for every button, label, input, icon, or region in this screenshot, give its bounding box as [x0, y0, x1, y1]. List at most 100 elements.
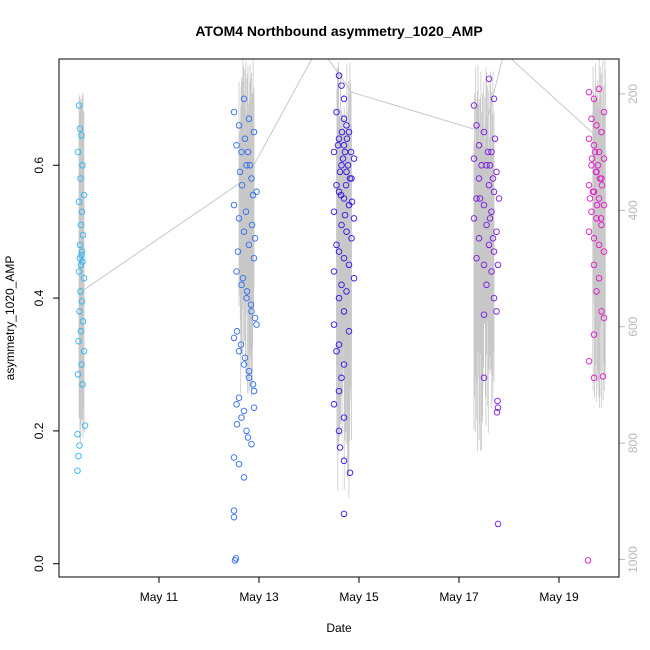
- data-point: [245, 241, 253, 249]
- data-point: [330, 321, 338, 328]
- data-point: [595, 85, 603, 93]
- data-point: [76, 241, 84, 249]
- data-point: [493, 409, 501, 416]
- data-point: [495, 195, 503, 202]
- chart-title: ATOM4 Northbound asymmetry_1020_AMP: [195, 23, 482, 39]
- data-point: [590, 95, 598, 103]
- data-point: [591, 148, 599, 156]
- data-point: [600, 108, 608, 116]
- data-point: [595, 148, 603, 156]
- data-point: [250, 254, 258, 262]
- data-point: [592, 168, 600, 176]
- data-point: [248, 221, 256, 229]
- data-point: [238, 281, 245, 289]
- x-tick-label: May 17: [439, 590, 479, 604]
- data-point: [243, 288, 251, 295]
- data-point: [600, 314, 608, 322]
- data-point: [340, 457, 348, 465]
- data-point: [235, 215, 243, 222]
- data-point: [475, 235, 483, 242]
- x-tick-label: May 13: [239, 590, 279, 604]
- data-point: [343, 122, 350, 129]
- data-point: [338, 374, 345, 382]
- data-point: [76, 442, 83, 449]
- data-point: [489, 235, 497, 242]
- data-point: [343, 168, 350, 176]
- data-point: [335, 341, 343, 348]
- data-point: [335, 387, 343, 395]
- data-point: [230, 334, 238, 342]
- data-point: [246, 162, 254, 169]
- data-point: [350, 155, 358, 162]
- secondary-tick-label: 400: [626, 200, 640, 220]
- data-point: [245, 367, 253, 375]
- data-point: [244, 434, 252, 441]
- data-point: [340, 308, 348, 315]
- data-point: [590, 142, 598, 149]
- data-point: [336, 168, 344, 176]
- data-point: [346, 469, 354, 476]
- data-point: [344, 162, 352, 169]
- x-tick-label: May 19: [539, 590, 579, 604]
- data-point: [75, 198, 83, 206]
- y-tick-label: 0.4: [32, 289, 46, 306]
- data-point: [348, 235, 355, 242]
- data-point: [473, 195, 480, 202]
- secondary-tick-label: 600: [626, 316, 640, 336]
- data-point: [494, 397, 501, 405]
- data-point: [598, 128, 605, 136]
- data-point: [475, 142, 483, 149]
- data-point: [242, 208, 250, 215]
- data-point: [494, 404, 502, 411]
- data-point: [75, 337, 82, 345]
- secondary-tick-label: 1000: [626, 546, 640, 573]
- data-point: [238, 148, 245, 156]
- data-point: [335, 427, 343, 435]
- data-point: [593, 122, 600, 129]
- data-point: [243, 294, 250, 302]
- data-point: [330, 148, 338, 156]
- data-point: [243, 162, 250, 169]
- data-point: [485, 75, 493, 83]
- data-point: [80, 347, 88, 355]
- data-point: [588, 155, 596, 162]
- series-2: [330, 72, 358, 518]
- data-point: [343, 228, 350, 235]
- data-point: [333, 241, 340, 249]
- data-point: [247, 301, 255, 308]
- secondary-tick-label: 200: [626, 84, 640, 104]
- data-point: [230, 507, 238, 514]
- data-point: [330, 268, 338, 275]
- data-point: [240, 361, 248, 368]
- data-point: [585, 228, 593, 235]
- data-point: [238, 414, 245, 421]
- data-point: [593, 201, 601, 209]
- data-point: [253, 321, 260, 328]
- data-point: [76, 308, 83, 315]
- data-point: [78, 298, 86, 305]
- data-point: [590, 374, 598, 382]
- data-point: [342, 181, 350, 189]
- data-point: [345, 128, 353, 136]
- data-point: [473, 122, 480, 129]
- data-points-layer: [74, 72, 608, 564]
- data-point: [74, 430, 81, 438]
- data-point: [586, 195, 594, 202]
- data-point: [343, 288, 350, 295]
- data-point: [600, 155, 608, 162]
- data-point: [490, 294, 498, 302]
- data-point: [338, 281, 345, 289]
- data-point: [75, 268, 83, 275]
- data-point: [339, 155, 347, 162]
- data-point: [475, 175, 483, 182]
- data-point: [75, 452, 82, 460]
- data-point: [340, 414, 348, 421]
- data-point: [595, 274, 603, 282]
- data-point: [80, 274, 88, 282]
- data-point: [598, 308, 605, 315]
- data-point: [78, 248, 86, 255]
- data-point: [74, 371, 82, 378]
- data-point: [338, 82, 345, 89]
- data-point: [593, 215, 600, 222]
